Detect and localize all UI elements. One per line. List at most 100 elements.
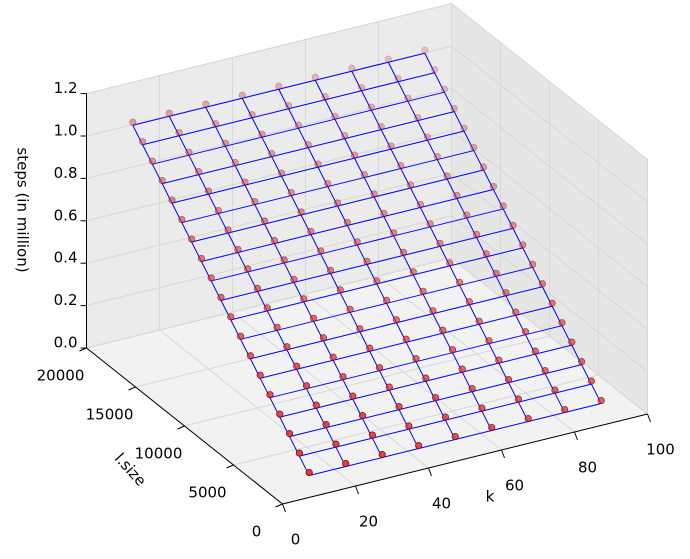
data-point: [311, 73, 319, 81]
z-tick-label: 0.6: [54, 206, 78, 224]
data-point: [397, 161, 405, 170]
grid-line: [86, 87, 452, 179]
data-point: [339, 373, 347, 381]
data-point: [263, 304, 271, 312]
data-point: [331, 112, 339, 120]
x-tick: [282, 503, 286, 513]
data-point: [195, 168, 203, 176]
data-point: [276, 410, 284, 418]
data-point: [482, 250, 490, 258]
data-point: [366, 344, 374, 352]
data-point: [294, 121, 302, 129]
axis-line: [86, 347, 283, 505]
data-point: [465, 298, 473, 306]
grid-line: [86, 130, 452, 222]
data-point: [421, 46, 429, 54]
data-point: [251, 197, 259, 206]
data-point: [238, 91, 246, 99]
data-point: [451, 432, 459, 441]
data-point: [309, 314, 318, 322]
data-point: [358, 412, 367, 420]
data-point: [329, 353, 337, 361]
data-point: [304, 141, 312, 149]
z-tick-label: 1.2: [54, 79, 78, 97]
data-point: [509, 221, 517, 229]
data-point: [488, 423, 496, 432]
x-tick: [428, 467, 432, 477]
data-point: [258, 130, 266, 138]
data-point: [321, 93, 329, 101]
z-tick-label: 0.2: [54, 291, 78, 309]
data-point: [287, 188, 295, 197]
data-point: [380, 209, 388, 218]
data-point: [342, 459, 350, 468]
data-point: [341, 132, 349, 140]
data-point: [266, 391, 274, 399]
data-point: [373, 277, 381, 285]
data-point: [414, 114, 422, 122]
data-point: [260, 217, 269, 225]
data-point: [430, 66, 439, 74]
data-point: [419, 287, 427, 295]
grid-line: [451, 130, 648, 288]
data-point: [440, 85, 448, 93]
data-point: [399, 248, 408, 256]
data-point: [207, 274, 215, 282]
x-axis-label: k: [486, 488, 495, 506]
data-point: [367, 103, 375, 111]
grid-line: [86, 3, 452, 95]
data-point: [468, 385, 476, 393]
y-tick: [226, 464, 234, 469]
data-point: [165, 109, 173, 117]
data-point: [295, 449, 303, 457]
data-point: [349, 392, 357, 400]
data-point: [273, 323, 281, 331]
data-point: [237, 332, 245, 340]
data-point: [460, 124, 468, 132]
data-point: [326, 266, 335, 274]
data-point: [502, 289, 510, 297]
data-point: [356, 325, 364, 333]
data-point: [212, 120, 220, 128]
data-point: [129, 118, 137, 126]
grid-line: [86, 45, 452, 137]
data-point: [280, 256, 288, 264]
data-point: [277, 169, 286, 177]
data-point: [312, 401, 320, 409]
z-tick-label: 0.8: [54, 164, 78, 182]
data-point: [314, 160, 322, 168]
data-point: [317, 247, 325, 255]
data-point: [297, 208, 305, 216]
y-tick-label: 10000: [135, 445, 183, 463]
data-point: [285, 430, 294, 438]
data-point: [307, 227, 315, 236]
data-point: [332, 440, 340, 448]
data-point: [446, 259, 454, 267]
y-tick: [177, 425, 185, 430]
data-point: [392, 316, 400, 324]
grid-line: [451, 3, 648, 160]
data-point: [455, 278, 464, 286]
data-point: [521, 328, 530, 336]
data-point: [587, 377, 596, 385]
data-point: [538, 280, 547, 288]
data-point: [395, 403, 403, 411]
data-point: [197, 254, 205, 263]
data-point: [231, 159, 239, 167]
data-point: [453, 191, 461, 200]
data-point: [377, 123, 385, 131]
data-point: [436, 239, 444, 247]
data-point: [443, 172, 451, 180]
data-point: [336, 286, 344, 294]
data-point: [406, 181, 415, 189]
data-point: [429, 307, 437, 315]
data-point: [284, 102, 293, 110]
data-point: [541, 367, 549, 375]
data-point: [495, 356, 503, 364]
x-tick: [647, 413, 651, 423]
data-point: [319, 334, 327, 342]
data-point: [175, 129, 183, 137]
y-tick-label: 5000: [188, 484, 226, 502]
data-point: [387, 142, 395, 150]
data-point: [270, 236, 278, 245]
